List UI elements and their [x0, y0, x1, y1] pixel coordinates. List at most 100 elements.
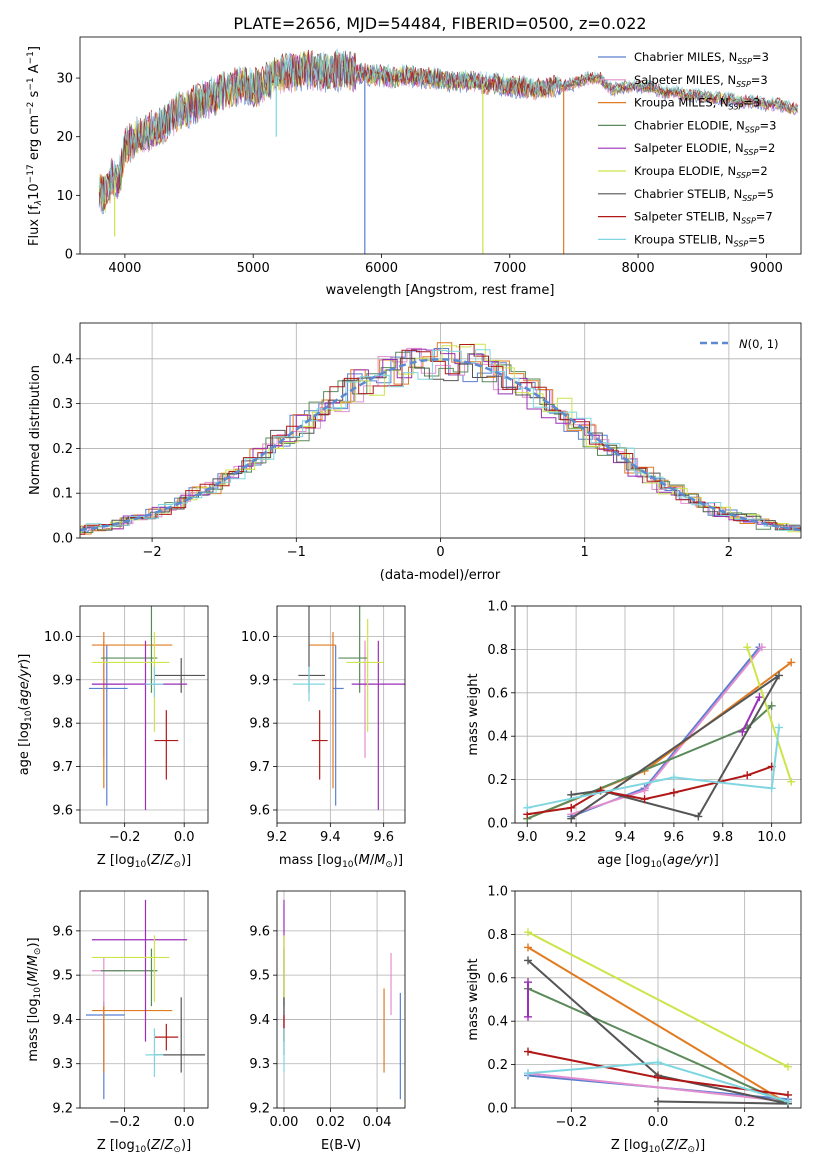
y-tick-label: 9.3 [249, 1057, 270, 1072]
weight-point [654, 1097, 662, 1106]
y-tick-label: 0.4 [52, 352, 73, 367]
weight-point [524, 1069, 532, 1078]
y-tick-label: 9.7 [52, 760, 73, 775]
x-tick-label: 0.0 [174, 1115, 195, 1130]
y-tick-label: 10.0 [241, 630, 270, 645]
y-tick-label: 9.6 [249, 803, 270, 818]
error-bar-marker [333, 645, 344, 806]
y-tick-label: 9.4 [249, 1013, 270, 1028]
weight-point [755, 693, 764, 702]
x-tick-label: 0.0 [174, 830, 195, 845]
legend-entry: Salpeter ELODIE, NSSP=2 [634, 141, 775, 157]
axes: 0.00 0.02 0.04 9.2 9.3 9.4 9.5 9.6 E(B-V) [249, 890, 406, 1153]
histogram-step [80, 349, 801, 531]
y-tick-label: 0.3 [52, 397, 73, 412]
weight-line [527, 987, 789, 1105]
axes-frame [79, 890, 209, 1109]
weight-point [784, 1097, 792, 1106]
plot-area [283, 899, 401, 1100]
weight-line [527, 946, 789, 1105]
axes: 4000 5000 6000 7000 8000 9000 0 10 20 30 wavelengt… [26, 36, 802, 298]
weight-vs-metallicity-panel: −0.2 0.0 0.2 0.0 0.2 0.4 0.6 0.8 1.0 Z [log10(Z/Z… [466, 885, 802, 1155]
error-bar-marker [100, 606, 158, 693]
weight-point [654, 1058, 662, 1067]
error-bar-marker [145, 666, 164, 698]
error-bar-marker [91, 899, 188, 1042]
plot-area [85, 899, 206, 1100]
y-tick-label: 0.8 [487, 643, 508, 658]
mass-vs-metallicity-panel: −0.2 0.0 9.2 9.3 9.4 9.5 9.6 Z [log10(Z/Z⊙)] mas… [26, 890, 209, 1155]
grid-lines [80, 606, 208, 823]
histogram-step [80, 344, 801, 535]
y-axis-label: mass [log10(M/M⊙)] [26, 937, 43, 1061]
y-tick-label: 0.2 [52, 442, 73, 457]
weight-point [524, 928, 532, 937]
y-tick-label: 9.5 [52, 969, 73, 984]
grid-lines [515, 605, 801, 824]
legend-entry: Kroupa STELIB, NSSP=5 [634, 232, 765, 248]
weight-point [640, 786, 649, 795]
y-axis-label: Normed distribution [28, 365, 43, 495]
error-bar-marker [91, 935, 170, 1002]
legend-entry: Chabrier ELODIE, NSSP=3 [634, 118, 776, 134]
y-tick-label: 9.9 [52, 673, 73, 688]
weight-point [775, 723, 783, 732]
y-tick-label: 1.0 [487, 885, 508, 900]
x-tick-label: 0.0 [648, 1115, 669, 1130]
weight-line [527, 1072, 789, 1103]
histogram-step [80, 351, 801, 533]
x-axis-label: mass [log10(M/M⊙)] [279, 853, 403, 870]
weight-line [527, 931, 789, 1068]
y-tick-label: 9.6 [249, 924, 270, 939]
x-tick-label: 9.8 [712, 830, 733, 845]
weight-point [524, 956, 532, 965]
x-tick-label: 6000 [365, 261, 398, 276]
weight-point [738, 727, 747, 736]
y-tick-label: 9.4 [52, 1013, 73, 1028]
y-tick-label: 0 [65, 248, 73, 263]
y-tick-label: 0.6 [487, 971, 508, 986]
axes: −2 −1 0 1 2 0.0 0.1 0.2 0.3 0.4 (data-model)/error… [28, 322, 802, 583]
y-tick-label: 9.3 [52, 1057, 73, 1072]
x-tick-label: −0.2 [109, 1115, 141, 1130]
y-tick-label: 9.5 [249, 969, 270, 984]
x-tick-label: −0.2 [556, 1115, 588, 1130]
error-bar-marker [351, 640, 405, 810]
axes: −0.2 0.0 0.2 0.0 0.2 0.4 0.6 0.8 1.0 Z [log10(Z/Z… [466, 885, 802, 1155]
y-axis-label: age [log10(age/yr)] [17, 654, 34, 776]
weight-point [523, 803, 532, 812]
weight-point [787, 777, 796, 786]
error-bar-marker [311, 710, 328, 780]
x-axis-label: wavelength [Angstrom, rest frame] [326, 283, 555, 298]
error-bar-marker [145, 1028, 164, 1077]
y-tick-label: 1.0 [487, 600, 508, 615]
y-tick-label: 0.2 [487, 1058, 508, 1073]
error-bar-marker [154, 658, 206, 693]
y-tick-label: 0.2 [487, 773, 508, 788]
x-axis-label: Z [log10(Z/Z⊙)] [97, 1138, 191, 1155]
normal-reference-curve [79, 358, 802, 532]
weight-point [524, 1047, 532, 1056]
x-tick-label: 9.2 [267, 830, 288, 845]
x-axis-label: (data-model)/error [380, 568, 501, 583]
error-bar-marker [100, 948, 158, 1007]
axes-frame [514, 890, 802, 1109]
x-tick-label: 0.04 [363, 1115, 392, 1130]
spectrum-line [98, 49, 799, 210]
x-tick-label: 4000 [108, 261, 141, 276]
plot-area [524, 928, 792, 1108]
x-tick-label: 9000 [750, 261, 783, 276]
y-tick-label: 9.2 [52, 1102, 73, 1117]
error-bar-marker [338, 606, 368, 693]
y-axis-label: mass weight [466, 673, 481, 755]
x-tick-label: 0.2 [734, 1115, 755, 1130]
plot-area [293, 606, 405, 810]
y-tick-label: 0.0 [487, 1102, 508, 1117]
x-tick-label: 0.00 [270, 1115, 299, 1130]
x-tick-label: 9.4 [615, 830, 636, 845]
error-bar-marker [346, 619, 384, 732]
axes-frame [276, 605, 406, 824]
weight-point [654, 1073, 662, 1082]
weight-point [524, 978, 532, 987]
weight-point [767, 701, 776, 710]
